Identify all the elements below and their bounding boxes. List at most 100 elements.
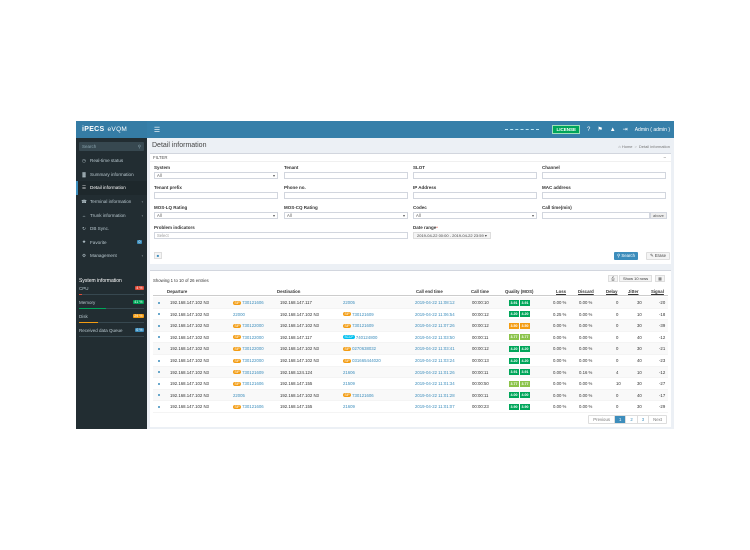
- row-select-dot[interactable]: [158, 347, 160, 350]
- departure-number[interactable]: SIP 730121606: [233, 381, 264, 386]
- sidebar-search-input[interactable]: Search ⚲: [79, 142, 144, 151]
- call-end-time[interactable]: 2019-04-22 11:03:41: [415, 346, 455, 352]
- table-row[interactable]: 192.168.147.102 N3 SIP 730121606 192.168.14…: [153, 378, 668, 390]
- table-row[interactable]: 192.168.147.102 N3 SIP 730122000 192.168.14…: [153, 332, 668, 344]
- sidebar-item-detail-information[interactable]: ☰ Detail information: [76, 181, 147, 195]
- col-quality[interactable]: Quality (MOS): [505, 289, 534, 294]
- sidebar-item-management[interactable]: ⚙ Management ‹: [76, 249, 147, 263]
- user-menu[interactable]: Admin ( admin ): [634, 126, 670, 133]
- brand-logo[interactable]: iPECS eVQM: [76, 121, 147, 138]
- call-end-time[interactable]: 2019-04-22 11:07:26: [415, 323, 455, 329]
- col-loss[interactable]: Loss: [556, 289, 567, 294]
- row-select-dot[interactable]: [158, 382, 160, 385]
- question-icon[interactable]: ?: [586, 126, 591, 133]
- table-row[interactable]: 192.168.147.102 N3 SIP 730122000 192.168.14…: [153, 343, 668, 355]
- col-destination[interactable]: Destination: [277, 289, 301, 294]
- slot-input[interactable]: [413, 172, 537, 179]
- row-select-dot[interactable]: [158, 301, 160, 304]
- call-end-time[interactable]: 2019-04-22 11:01:07: [415, 404, 455, 410]
- tenant-input[interactable]: [284, 172, 408, 179]
- mac-input[interactable]: [542, 192, 666, 199]
- col-discard[interactable]: Discard: [578, 289, 594, 294]
- destination-number[interactable]: 21609: [343, 404, 355, 409]
- row-select-dot[interactable]: [158, 336, 160, 339]
- ip-input[interactable]: [413, 192, 537, 199]
- call-end-time[interactable]: 2019-04-22 11:01:28: [415, 392, 455, 398]
- sidebar-item-trunk-information[interactable]: ↔ Trunk information ‹: [76, 208, 147, 222]
- calltime-input[interactable]: [542, 212, 650, 219]
- breadcrumb-home[interactable]: Home: [621, 144, 633, 149]
- show-rows-button[interactable]: Show 10 rows: [619, 275, 653, 282]
- toggle-filter-button[interactable]: ■: [154, 252, 162, 259]
- destination-number[interactable]: SIP 730121606: [343, 393, 374, 398]
- print-button[interactable]: ⎙: [608, 275, 618, 282]
- call-end-time[interactable]: 2019-04-22 11:01:26: [415, 369, 455, 375]
- codec-select[interactable]: All ▾: [413, 212, 537, 219]
- call-end-time[interactable]: 2019-04-22 11:03:50: [415, 334, 455, 340]
- call-end-time[interactable]: 2019-04-22 11:03:24: [415, 358, 455, 363]
- pagination-next[interactable]: Next: [649, 416, 666, 423]
- destination-number[interactable]: SCCP 740124800: [343, 335, 377, 340]
- erase-button[interactable]: ✎ Erase: [646, 252, 671, 260]
- moslq-select[interactable]: All ▾: [154, 212, 278, 219]
- departure-number[interactable]: SIP 730122000: [233, 335, 264, 340]
- pagination-page-2[interactable]: 2: [626, 416, 638, 423]
- channel-input[interactable]: [542, 172, 666, 179]
- row-select-dot[interactable]: [158, 371, 160, 374]
- destination-number[interactable]: 22005: [343, 300, 355, 305]
- destination-number[interactable]: SIP 0270638032: [343, 346, 376, 351]
- departure-number[interactable]: SIP 730122000: [233, 346, 264, 351]
- row-select-dot[interactable]: [158, 324, 160, 327]
- destination-number[interactable]: SIP 730121609: [343, 312, 374, 317]
- tenant-prefix-input[interactable]: [154, 192, 278, 199]
- phone-input[interactable]: [284, 192, 408, 199]
- call-end-time[interactable]: 2019-04-22 11:01:34: [415, 381, 455, 387]
- search-button[interactable]: ⚲ Search: [614, 252, 638, 260]
- sidebar-item-real-time-status[interactable]: ◷ Real-time status: [76, 154, 147, 168]
- problem-select[interactable]: Select: [154, 232, 408, 239]
- col-delay[interactable]: Delay: [606, 289, 618, 294]
- destination-number[interactable]: SIP 730121609: [343, 323, 374, 328]
- collapse-icon[interactable]: –: [663, 155, 666, 160]
- logout-icon[interactable]: ⇥: [622, 127, 628, 133]
- table-row[interactable]: 192.168.147.102 N3 SIP 730122000 192.168.14…: [153, 320, 668, 332]
- departure-number[interactable]: SIP 730122000: [233, 358, 264, 363]
- col-end-time[interactable]: Call end time: [416, 289, 443, 294]
- departure-number[interactable]: SIP 730121606: [233, 404, 264, 409]
- col-departure[interactable]: Departure: [167, 289, 188, 294]
- sidebar-item-terminal-information[interactable]: ☎ Terminal information ‹: [76, 195, 147, 209]
- row-select-dot[interactable]: [158, 313, 160, 316]
- row-select-dot[interactable]: [158, 359, 160, 362]
- row-select-dot[interactable]: [158, 405, 160, 408]
- sidebar-item-favorite[interactable]: ★ Favorite 0: [76, 236, 147, 250]
- col-signal[interactable]: Signal: [651, 289, 664, 294]
- system-select[interactable]: All ▾: [154, 172, 278, 179]
- pagination-page-1[interactable]: 1: [614, 416, 627, 423]
- col-jitter[interactable]: Jitter: [628, 289, 639, 294]
- table-row[interactable]: 192.168.147.102 N3 SIP 730122000 192.168.14…: [153, 355, 668, 367]
- row-select-dot[interactable]: [158, 394, 160, 397]
- sidebar-item-summary-information[interactable]: ▓ Summary information: [76, 168, 147, 182]
- destination-number[interactable]: 21509: [343, 381, 355, 386]
- date-range-picker[interactable]: 2019-04-22 00:00 - 2019-04-22 23:59 ▾: [413, 232, 491, 239]
- table-row[interactable]: 192.168.147.102 N3 SIP 730121606 192.168.14…: [153, 297, 668, 309]
- sidebar-item-db-sync[interactable]: ↻ DB Sync.: [76, 222, 147, 236]
- departure-number[interactable]: SIP 730122000: [233, 323, 264, 328]
- table-row[interactable]: 192.168.147.102 N3 SIP 730121609 192.168.12…: [153, 366, 668, 379]
- columns-button[interactable]: ▦: [655, 275, 665, 282]
- departure-number[interactable]: 22005: [233, 393, 245, 398]
- search-icon[interactable]: ⚲: [137, 144, 141, 149]
- table-row[interactable]: 192.168.147.102 N3 22000 192.168.147.102 N…: [153, 309, 668, 321]
- call-end-time[interactable]: 2019-04-22 11:08:12: [415, 300, 455, 305]
- destination-number[interactable]: 21606: [343, 370, 355, 375]
- license-button[interactable]: LICENSE: [552, 125, 580, 134]
- destination-number[interactable]: SIP 031665444020: [343, 358, 381, 363]
- menu-toggle-icon[interactable]: ☰: [153, 126, 161, 134]
- departure-number[interactable]: SIP 730121609: [233, 370, 264, 375]
- table-row[interactable]: 192.168.147.102 N3 22005 192.168.147.102 N…: [153, 389, 668, 402]
- call-end-time[interactable]: 2019-04-22 11:06:54: [415, 311, 455, 317]
- departure-number[interactable]: SIP 730121606: [233, 300, 264, 305]
- col-call-time[interactable]: Call time: [471, 289, 489, 294]
- upload-icon[interactable]: ▲: [609, 126, 616, 133]
- bell-icon[interactable]: ⚑: [597, 127, 603, 133]
